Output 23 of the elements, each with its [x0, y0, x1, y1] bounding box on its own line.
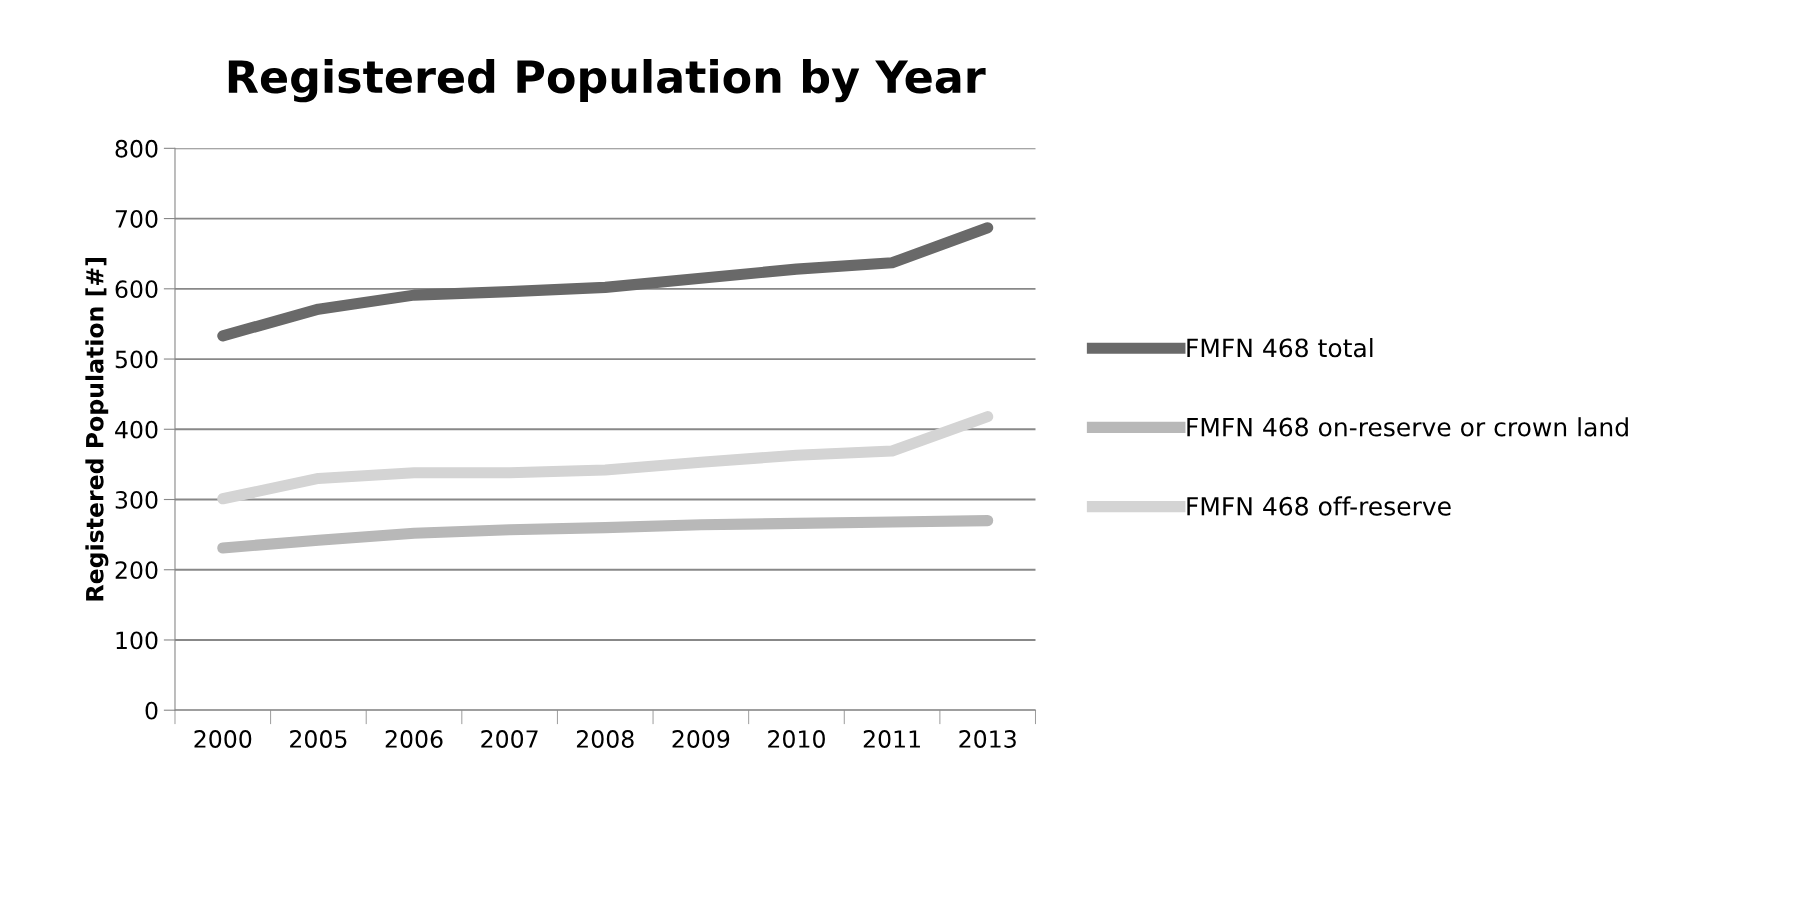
y-axis-title: Registered Population [#]	[85, 258, 109, 601]
x-tick-label: 2007	[481, 730, 538, 748]
y-tick-label: 600	[115, 280, 158, 299]
legend-label: FMFN 468 off-reserve	[1187, 496, 1451, 516]
legend-label: FMFN 468 on-reserve or crown land	[1187, 417, 1628, 437]
x-tick-label: 2013	[959, 730, 1016, 748]
x-tick-label: 2011	[863, 730, 920, 748]
x-tick-label: 2009	[672, 730, 730, 748]
chart-title: Registered Population by Year	[228, 59, 986, 103]
x-tick-label: 2008	[576, 730, 634, 748]
x-tick-label: 2000	[194, 730, 252, 748]
y-tick-label: 700	[115, 210, 158, 228]
y-tick-label: 200	[115, 561, 158, 580]
legend-label: FMFN 468 total	[1187, 337, 1373, 358]
y-tick-label: 800	[115, 139, 158, 158]
y-tick-label: 400	[115, 420, 158, 439]
x-tick-label: 2010	[768, 730, 825, 748]
y-tick-label: 300	[115, 490, 158, 509]
y-tick-label: 0	[145, 701, 158, 720]
y-tick-label: 500	[115, 350, 158, 369]
x-tick-label: 2006	[385, 730, 443, 748]
y-tick-label: 100	[116, 631, 158, 650]
x-tick-label: 2005	[290, 730, 347, 748]
